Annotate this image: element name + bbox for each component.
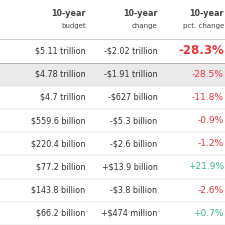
Text: $66.2 billion: $66.2 billion xyxy=(36,209,86,218)
Text: $4.78 trillion: $4.78 trillion xyxy=(35,70,86,79)
Text: pct. change: pct. change xyxy=(183,23,224,29)
Text: +$474 million: +$474 million xyxy=(101,209,158,218)
FancyBboxPatch shape xyxy=(0,39,225,63)
Text: -28.3%: -28.3% xyxy=(178,45,224,57)
Text: +0.7%: +0.7% xyxy=(193,209,224,218)
Text: $143.8 billion: $143.8 billion xyxy=(31,186,86,195)
Text: -1.2%: -1.2% xyxy=(198,139,224,148)
Text: $5.11 trillion: $5.11 trillion xyxy=(35,47,86,56)
Text: 10-year: 10-year xyxy=(123,9,158,18)
Text: +21.9%: +21.9% xyxy=(188,162,224,171)
Text: -$2.6 billion: -$2.6 billion xyxy=(110,139,158,148)
Text: -0.9%: -0.9% xyxy=(198,116,224,125)
FancyBboxPatch shape xyxy=(0,86,225,109)
FancyBboxPatch shape xyxy=(0,202,225,225)
FancyBboxPatch shape xyxy=(0,0,225,39)
Text: -$627 billion: -$627 billion xyxy=(108,93,158,102)
Text: +$13.9 billion: +$13.9 billion xyxy=(102,162,158,171)
Text: $559.6 billion: $559.6 billion xyxy=(31,116,86,125)
Text: -$1.91 trillion: -$1.91 trillion xyxy=(104,70,158,79)
Text: -2.6%: -2.6% xyxy=(198,186,224,195)
FancyBboxPatch shape xyxy=(0,155,225,179)
Text: -28.5%: -28.5% xyxy=(192,70,224,79)
Text: budget: budget xyxy=(61,23,86,29)
Text: -$3.8 billion: -$3.8 billion xyxy=(110,186,158,195)
Text: -$5.3 billion: -$5.3 billion xyxy=(110,116,158,125)
FancyBboxPatch shape xyxy=(0,63,225,86)
FancyBboxPatch shape xyxy=(0,179,225,202)
Text: $4.7 trillion: $4.7 trillion xyxy=(40,93,86,102)
Text: change: change xyxy=(132,23,158,29)
FancyBboxPatch shape xyxy=(0,109,225,132)
Text: 10-year: 10-year xyxy=(189,9,224,18)
Text: -$2.02 trillion: -$2.02 trillion xyxy=(104,47,158,56)
Text: 10-year: 10-year xyxy=(51,9,86,18)
Text: $77.2 billion: $77.2 billion xyxy=(36,162,86,171)
Text: $220.4 billion: $220.4 billion xyxy=(31,139,86,148)
FancyBboxPatch shape xyxy=(0,132,225,155)
Text: -11.8%: -11.8% xyxy=(192,93,224,102)
